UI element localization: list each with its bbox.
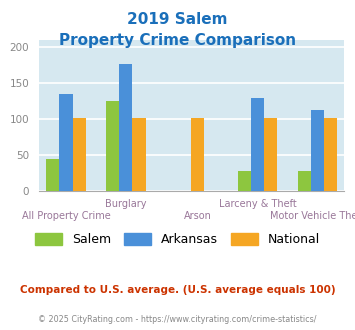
Text: Compared to U.S. average. (U.S. average equals 100): Compared to U.S. average. (U.S. average …	[20, 285, 335, 295]
Bar	[311, 111, 324, 191]
Text: Larceny & Theft: Larceny & Theft	[219, 199, 296, 209]
Bar	[106, 101, 119, 191]
Bar	[59, 94, 72, 191]
Text: Arson: Arson	[184, 211, 212, 221]
Text: 2019 Salem: 2019 Salem	[127, 12, 228, 26]
Text: © 2025 CityRating.com - https://www.cityrating.com/crime-statistics/: © 2025 CityRating.com - https://www.city…	[38, 315, 317, 324]
Bar	[238, 171, 251, 191]
Text: Property Crime Comparison: Property Crime Comparison	[59, 33, 296, 48]
Text: Burglary: Burglary	[105, 199, 147, 209]
Bar	[72, 118, 86, 191]
Bar	[132, 118, 146, 191]
Bar	[119, 64, 132, 191]
Text: All Property Crime: All Property Crime	[22, 211, 110, 221]
Bar	[191, 118, 204, 191]
Bar	[324, 118, 337, 191]
Bar	[251, 98, 264, 191]
Bar	[297, 171, 311, 191]
Legend: Salem, Arkansas, National: Salem, Arkansas, National	[34, 233, 321, 246]
Bar	[264, 118, 277, 191]
Text: Motor Vehicle Theft: Motor Vehicle Theft	[270, 211, 355, 221]
Bar	[46, 159, 59, 191]
